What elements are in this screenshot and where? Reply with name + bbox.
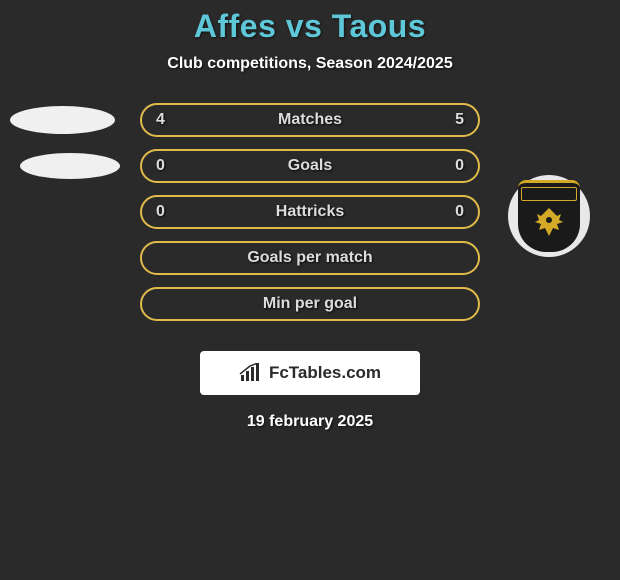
stat-label: Matches — [278, 111, 342, 129]
stat-row-mpg: Min per goal — [0, 287, 620, 321]
stat-bar: 0 Hattricks 0 — [140, 195, 480, 229]
stat-bar: Goals per match — [140, 241, 480, 275]
bar-chart-icon — [239, 363, 263, 383]
stat-value-left: 4 — [156, 111, 165, 129]
stat-bar: Min per goal — [140, 287, 480, 321]
stat-bar: 0 Goals 0 — [140, 149, 480, 183]
left-badge-ellipse-2 — [20, 153, 120, 179]
stat-label: Min per goal — [263, 295, 357, 313]
stat-label: Hattricks — [276, 203, 344, 221]
stat-value-right: 0 — [455, 203, 464, 221]
stat-value-left: 0 — [156, 203, 165, 221]
page-title: Affes vs Taous — [194, 8, 426, 45]
stat-value-right: 5 — [455, 111, 464, 129]
date-text: 19 february 2025 — [247, 413, 373, 431]
page-subtitle: Club competitions, Season 2024/2025 — [167, 55, 452, 73]
eagle-icon — [529, 202, 569, 242]
stat-value-right: 0 — [455, 157, 464, 175]
main-container: Affes vs Taous Club competitions, Season… — [0, 0, 620, 431]
right-club-badge — [508, 175, 590, 257]
stat-value-left: 0 — [156, 157, 165, 175]
stat-row-goals: 0 Goals 0 — [0, 149, 620, 183]
club-crest-icon — [518, 180, 580, 252]
watermark-text: FcTables.com — [269, 363, 381, 383]
stat-bar: 4 Matches 5 — [140, 103, 480, 137]
left-badge-ellipse-1 — [10, 106, 115, 134]
stat-row-matches: 4 Matches 5 — [0, 103, 620, 137]
stat-label: Goals — [288, 157, 332, 175]
watermark-box: FcTables.com — [200, 351, 420, 395]
stat-label: Goals per match — [247, 249, 372, 267]
